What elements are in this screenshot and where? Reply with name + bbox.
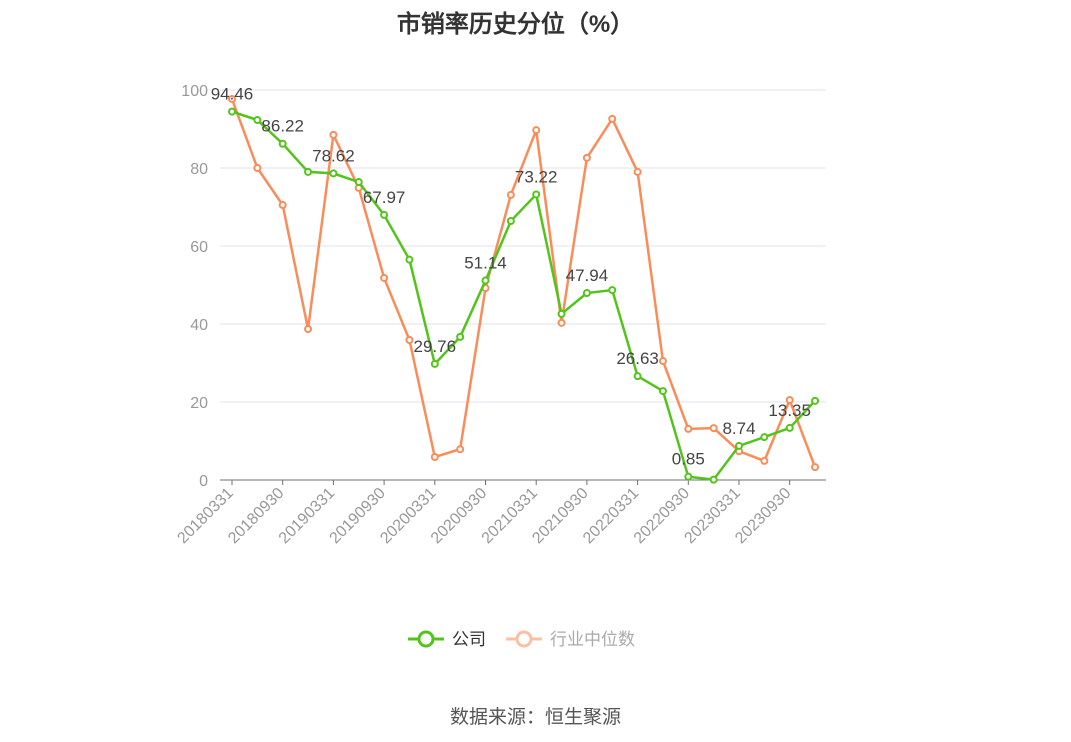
legend-marker-icon <box>417 630 435 648</box>
series-line-industry <box>230 98 817 468</box>
data-label: 73.22 <box>515 167 558 186</box>
data-point <box>456 332 465 341</box>
data-point <box>506 190 515 199</box>
data-point <box>633 167 642 176</box>
data-point <box>709 424 718 433</box>
data-point <box>709 475 718 484</box>
data-point <box>557 318 566 327</box>
data-point <box>506 217 515 226</box>
data-point <box>329 169 338 178</box>
data-label: 26.63 <box>616 349 659 368</box>
data-label: 29.76 <box>414 337 457 356</box>
data-point <box>253 116 262 125</box>
data-point <box>228 94 236 103</box>
data-label: 13.35 <box>768 401 811 420</box>
y-tick-label: 20 <box>190 395 208 412</box>
data-point <box>760 456 769 465</box>
y-tick-label: 100 <box>181 83 208 100</box>
data-label: 67.97 <box>363 188 406 207</box>
data-label: 51.14 <box>464 254 507 273</box>
data-point <box>329 130 338 139</box>
data-point <box>253 164 262 172</box>
data-point <box>380 273 389 282</box>
data-point <box>430 452 439 461</box>
x-tick-label: 20230930 <box>732 485 794 547</box>
data-point <box>811 463 820 472</box>
chart-title: 市销率历史分位（%） <box>396 11 635 38</box>
data-point <box>430 359 439 368</box>
data-point <box>405 335 414 344</box>
data-point <box>532 126 541 135</box>
data-label: 8.74 <box>722 419 755 438</box>
data-point <box>811 396 820 405</box>
data-label: 0.85 <box>672 450 705 469</box>
y-tick-label: 80 <box>190 161 208 178</box>
data-point <box>582 289 591 298</box>
y-tick-label: 0 <box>199 473 208 490</box>
legend-marker-icon <box>515 630 533 648</box>
data-point <box>735 441 743 450</box>
legend-item-company[interactable]: 公司 <box>452 630 486 649</box>
data-source: 数据来源：恒生聚源 <box>449 707 621 728</box>
series-line-company <box>231 110 816 481</box>
data-point <box>278 201 287 210</box>
data-point <box>684 472 693 481</box>
data-point <box>684 424 693 433</box>
data-label: 78.62 <box>312 146 355 165</box>
data-point <box>456 445 465 454</box>
data-point <box>228 107 236 116</box>
data-point <box>557 309 566 318</box>
y-tick-label: 40 <box>190 317 208 334</box>
data-point <box>354 178 363 187</box>
data-point <box>785 423 794 432</box>
data-point <box>785 396 794 405</box>
data-point <box>278 139 287 148</box>
data-label: 47.94 <box>566 266 609 285</box>
data-point <box>405 255 414 264</box>
data-label: 94.46 <box>211 85 254 104</box>
data-point <box>608 114 617 123</box>
data-point <box>658 357 667 366</box>
data-point <box>608 286 617 295</box>
data-point <box>481 276 490 285</box>
data-point <box>760 433 769 442</box>
data-point <box>582 153 591 162</box>
data-point <box>633 372 642 381</box>
data-point <box>304 325 313 334</box>
data-point <box>658 387 667 396</box>
data-label: 86.22 <box>261 117 304 136</box>
legend-item-industry[interactable]: 行业中位数 <box>550 630 635 649</box>
y-tick-label: 60 <box>190 239 208 256</box>
data-point <box>532 190 541 199</box>
data-point <box>380 210 389 219</box>
data-point <box>304 167 313 176</box>
